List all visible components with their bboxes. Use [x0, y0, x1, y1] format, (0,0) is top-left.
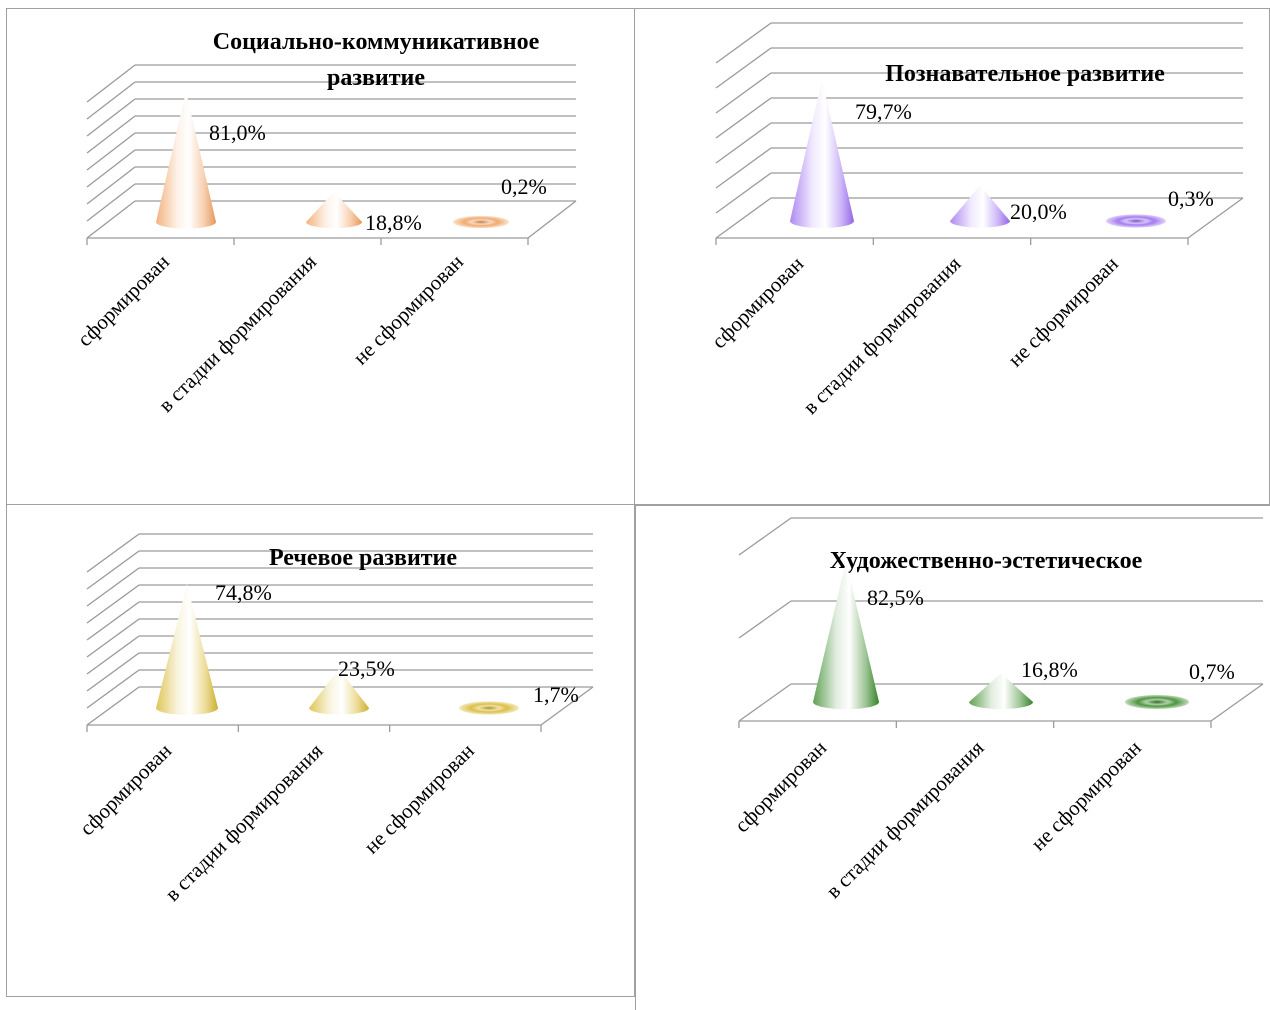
- side-wall-line: [86, 115, 136, 154]
- cone-bar: [459, 701, 519, 715]
- side-wall-line: [715, 122, 772, 164]
- side-wall-line: [86, 98, 136, 137]
- category-label: не сформирован: [359, 739, 479, 859]
- category-label: сформирован: [707, 252, 809, 354]
- side-wall-line: [715, 147, 772, 189]
- side-wall-line: [86, 533, 140, 573]
- side-wall-line: [738, 517, 792, 556]
- floor-edge: [527, 200, 577, 239]
- side-wall-line: [86, 601, 140, 641]
- cone-bar: [950, 185, 1010, 228]
- side-wall-line: [86, 567, 140, 607]
- floor-edge: [1210, 683, 1264, 722]
- cone-bar: [790, 79, 854, 229]
- side-wall-line: [715, 47, 772, 89]
- data-label: 23,5%: [338, 656, 395, 681]
- side-wall-line: [86, 686, 140, 726]
- cone-bar: [156, 91, 216, 229]
- category-label: в стадии формирования: [821, 735, 989, 903]
- floor-edge: [1187, 197, 1244, 239]
- data-label: 82,5%: [867, 585, 924, 610]
- chart-title: Художественно-эстетическое: [830, 548, 1143, 574]
- cone-bar: [1106, 214, 1166, 228]
- data-label: 18,8%: [365, 210, 422, 235]
- data-label: 16,8%: [1021, 657, 1078, 682]
- side-wall-line: [86, 132, 136, 171]
- data-label: 81,0%: [209, 120, 266, 145]
- side-wall-line: [86, 81, 136, 120]
- cone-bar: [453, 215, 509, 229]
- side-wall-line: [86, 183, 136, 222]
- category-label: не сформирован: [1003, 252, 1123, 372]
- data-label: 1,7%: [533, 682, 579, 707]
- chart-artistic-aesthetic: Художественно-эстетическое 82,5% сформиров…: [635, 505, 1270, 1010]
- side-wall-line: [86, 149, 136, 188]
- side-wall-line: [715, 172, 772, 214]
- category-label: не сформирован: [1026, 736, 1146, 856]
- cone-bar: [309, 669, 369, 715]
- chart-title: Познавательное развитие: [885, 61, 1165, 87]
- side-wall-line: [86, 618, 140, 658]
- data-label: 74,8%: [215, 580, 272, 605]
- chart-svg: Художественно-эстетическое 82,5% сформиров…: [730, 517, 1264, 903]
- chart-speech: Речевое развитие 74,8% сформирован 23,5% в с…: [6, 505, 635, 997]
- cone-bar: [156, 583, 218, 715]
- side-wall-line: [86, 652, 140, 692]
- data-label: 0,7%: [1189, 659, 1235, 684]
- side-wall-line: [86, 166, 136, 205]
- chart-svg: Социально-коммуникативное развитие 81,0% сф…: [72, 29, 577, 417]
- category-label: в стадии формирования: [160, 738, 328, 906]
- cone-bar: [1125, 694, 1189, 710]
- side-wall-line: [86, 669, 140, 709]
- chart-social-communicative: Социально-коммуникативное развитие 81,0% сф…: [6, 8, 635, 505]
- chart-cognitive: Познавательное развитие 79,7% сформирован 2…: [635, 8, 1270, 505]
- side-wall-line: [715, 72, 772, 114]
- category-label: сформирован: [72, 250, 174, 352]
- chart-svg: Речевое развитие 74,8% сформирован 23,5% в с…: [75, 533, 594, 906]
- side-wall-line: [738, 600, 792, 639]
- cone-bar: [969, 673, 1033, 710]
- side-wall-line: [86, 635, 140, 675]
- data-label: 79,7%: [855, 99, 912, 124]
- side-wall-line: [86, 584, 140, 624]
- category-label: в стадии формирования: [154, 249, 322, 417]
- side-wall-line: [715, 97, 772, 139]
- chart-title: развитие: [327, 65, 425, 91]
- side-wall-line: [738, 683, 792, 722]
- category-label: сформирован: [730, 736, 832, 838]
- side-wall-line: [86, 200, 136, 239]
- cone-bar: [306, 191, 362, 229]
- side-wall-line: [86, 550, 140, 590]
- side-wall-line: [86, 64, 136, 103]
- chart-title: Социально-коммуникативное: [213, 29, 540, 55]
- floor-edge: [540, 686, 594, 726]
- cone-bar: [813, 561, 879, 710]
- category-label: в стадии формирования: [798, 251, 966, 419]
- data-label: 20,0%: [1010, 199, 1067, 224]
- data-label: 0,3%: [1168, 186, 1214, 211]
- side-wall-line: [715, 22, 772, 64]
- data-label: 0,2%: [501, 174, 547, 199]
- category-label: не сформирован: [348, 250, 468, 370]
- chart-title: Речевое развитие: [269, 545, 457, 571]
- side-wall-line: [715, 197, 772, 239]
- category-label: сформирован: [75, 739, 177, 841]
- chart-svg: Познавательное развитие 79,7% сформирован 2…: [707, 22, 1244, 419]
